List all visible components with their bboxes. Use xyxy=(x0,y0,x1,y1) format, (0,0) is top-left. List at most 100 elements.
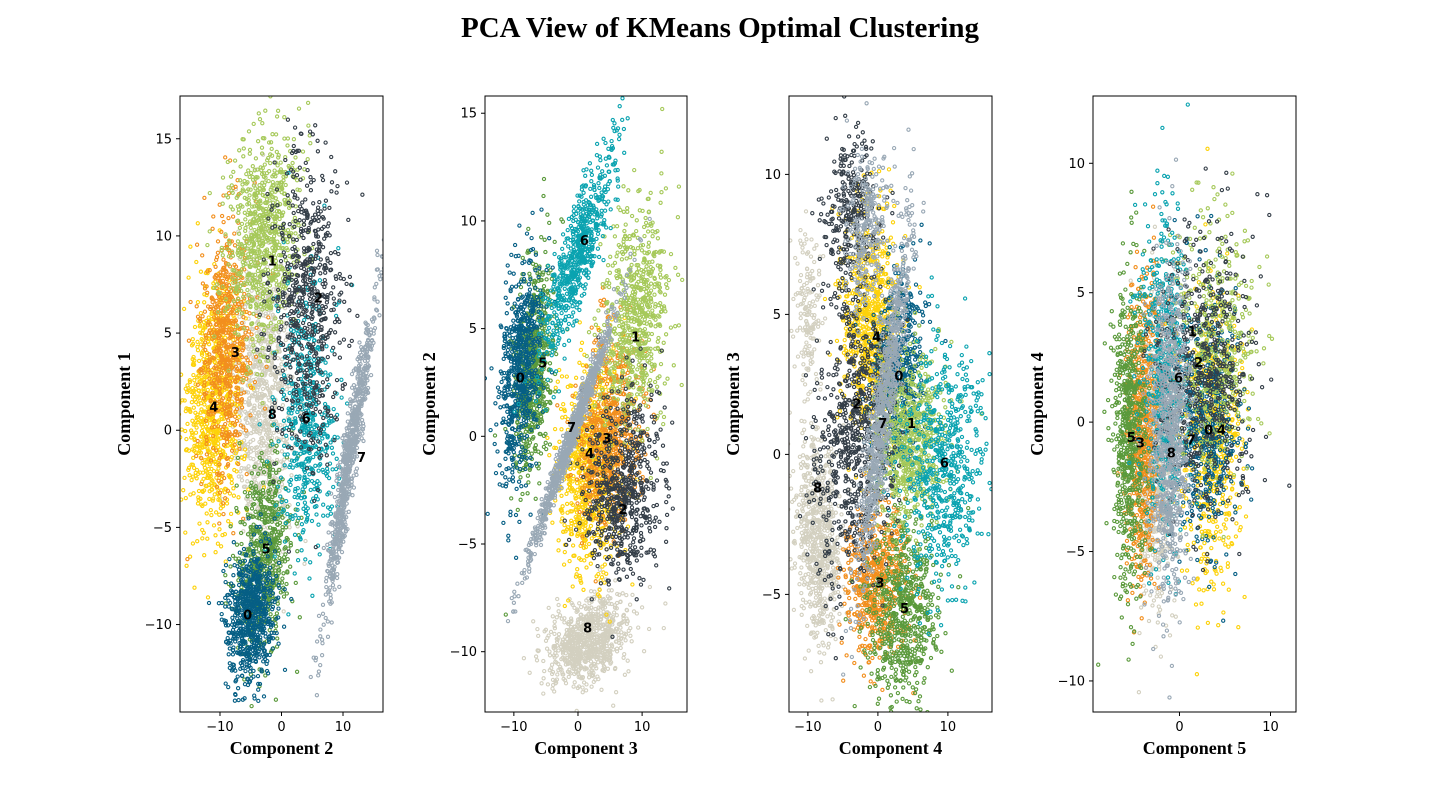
data-point xyxy=(211,523,217,528)
data-point xyxy=(220,378,225,383)
data-point xyxy=(285,504,290,509)
data-point xyxy=(194,304,199,309)
data-point xyxy=(232,467,237,473)
data-point xyxy=(224,430,229,435)
data-point xyxy=(196,450,201,455)
data-point xyxy=(245,420,250,426)
data-point xyxy=(267,455,272,461)
data-point xyxy=(205,470,210,475)
data-point xyxy=(206,412,211,417)
data-point xyxy=(249,408,254,414)
data-point xyxy=(247,151,252,156)
data-point xyxy=(198,398,203,403)
data-point xyxy=(249,535,254,540)
data-point xyxy=(346,217,351,223)
data-point xyxy=(295,549,300,554)
data-point xyxy=(193,430,199,435)
data-point xyxy=(181,488,186,493)
data-point xyxy=(220,201,225,206)
data-point xyxy=(239,478,245,483)
data-point xyxy=(328,511,334,516)
data-point xyxy=(231,319,237,324)
data-point xyxy=(269,360,274,365)
data-point xyxy=(249,676,254,681)
data-point xyxy=(195,501,201,506)
data-point xyxy=(300,530,305,535)
data-point xyxy=(257,455,262,460)
data-point xyxy=(273,375,279,380)
data-point xyxy=(224,456,229,461)
data-point xyxy=(245,390,251,395)
data-point xyxy=(212,418,217,424)
data-point xyxy=(281,328,287,333)
data-point xyxy=(274,611,280,616)
data-point xyxy=(225,461,231,467)
data-point xyxy=(235,386,241,391)
data-point xyxy=(218,506,223,511)
data-point xyxy=(281,396,286,402)
data-point xyxy=(262,88,265,91)
data-point xyxy=(258,480,264,486)
data-point xyxy=(226,215,231,221)
data-point xyxy=(246,351,252,356)
data-point xyxy=(250,525,256,530)
data-point xyxy=(279,320,284,325)
data-point xyxy=(206,600,212,606)
data-point xyxy=(257,296,262,301)
data-point xyxy=(185,421,190,427)
data-point xyxy=(257,183,262,188)
data-point xyxy=(318,271,323,276)
data-point xyxy=(188,492,193,497)
data-point xyxy=(220,253,225,258)
data-point xyxy=(236,414,242,420)
data-point xyxy=(224,193,229,198)
data-point xyxy=(305,157,310,162)
data-point xyxy=(248,225,253,231)
data-point xyxy=(273,219,278,224)
data-point xyxy=(242,696,247,701)
data-point xyxy=(215,401,220,406)
data-point xyxy=(217,375,222,380)
data-point xyxy=(262,381,267,387)
data-point xyxy=(262,480,268,485)
cluster-3-points xyxy=(185,155,275,562)
data-point xyxy=(232,414,238,419)
data-point xyxy=(194,453,199,459)
data-point xyxy=(271,372,276,377)
data-point xyxy=(242,267,247,272)
data-point xyxy=(256,384,261,390)
data-point xyxy=(244,411,250,416)
data-point xyxy=(180,372,184,377)
data-point xyxy=(211,372,216,378)
data-point xyxy=(180,503,181,507)
data-point xyxy=(234,374,240,380)
data-point xyxy=(291,329,296,334)
data-point xyxy=(285,228,291,233)
data-point xyxy=(187,379,193,385)
data-point xyxy=(243,417,248,422)
data-point xyxy=(240,335,245,340)
data-point xyxy=(197,324,202,329)
data-point xyxy=(277,242,282,248)
data-point xyxy=(275,546,280,551)
data-point xyxy=(290,160,295,166)
data-point xyxy=(225,159,230,165)
data-point xyxy=(212,492,217,497)
data-point xyxy=(332,352,337,357)
data-point xyxy=(213,318,219,324)
data-point xyxy=(246,401,252,406)
data-point xyxy=(298,451,303,456)
data-point xyxy=(208,322,213,327)
data-point xyxy=(236,495,241,500)
data-point xyxy=(279,357,285,362)
data-point xyxy=(245,479,250,484)
data-point xyxy=(202,402,207,407)
data-point xyxy=(206,409,211,414)
data-point xyxy=(217,498,223,503)
data-point xyxy=(293,155,298,160)
data-point xyxy=(275,108,281,113)
data-point xyxy=(315,487,321,493)
data-point xyxy=(166,442,169,445)
data-point xyxy=(217,462,222,467)
data-point xyxy=(222,475,227,481)
